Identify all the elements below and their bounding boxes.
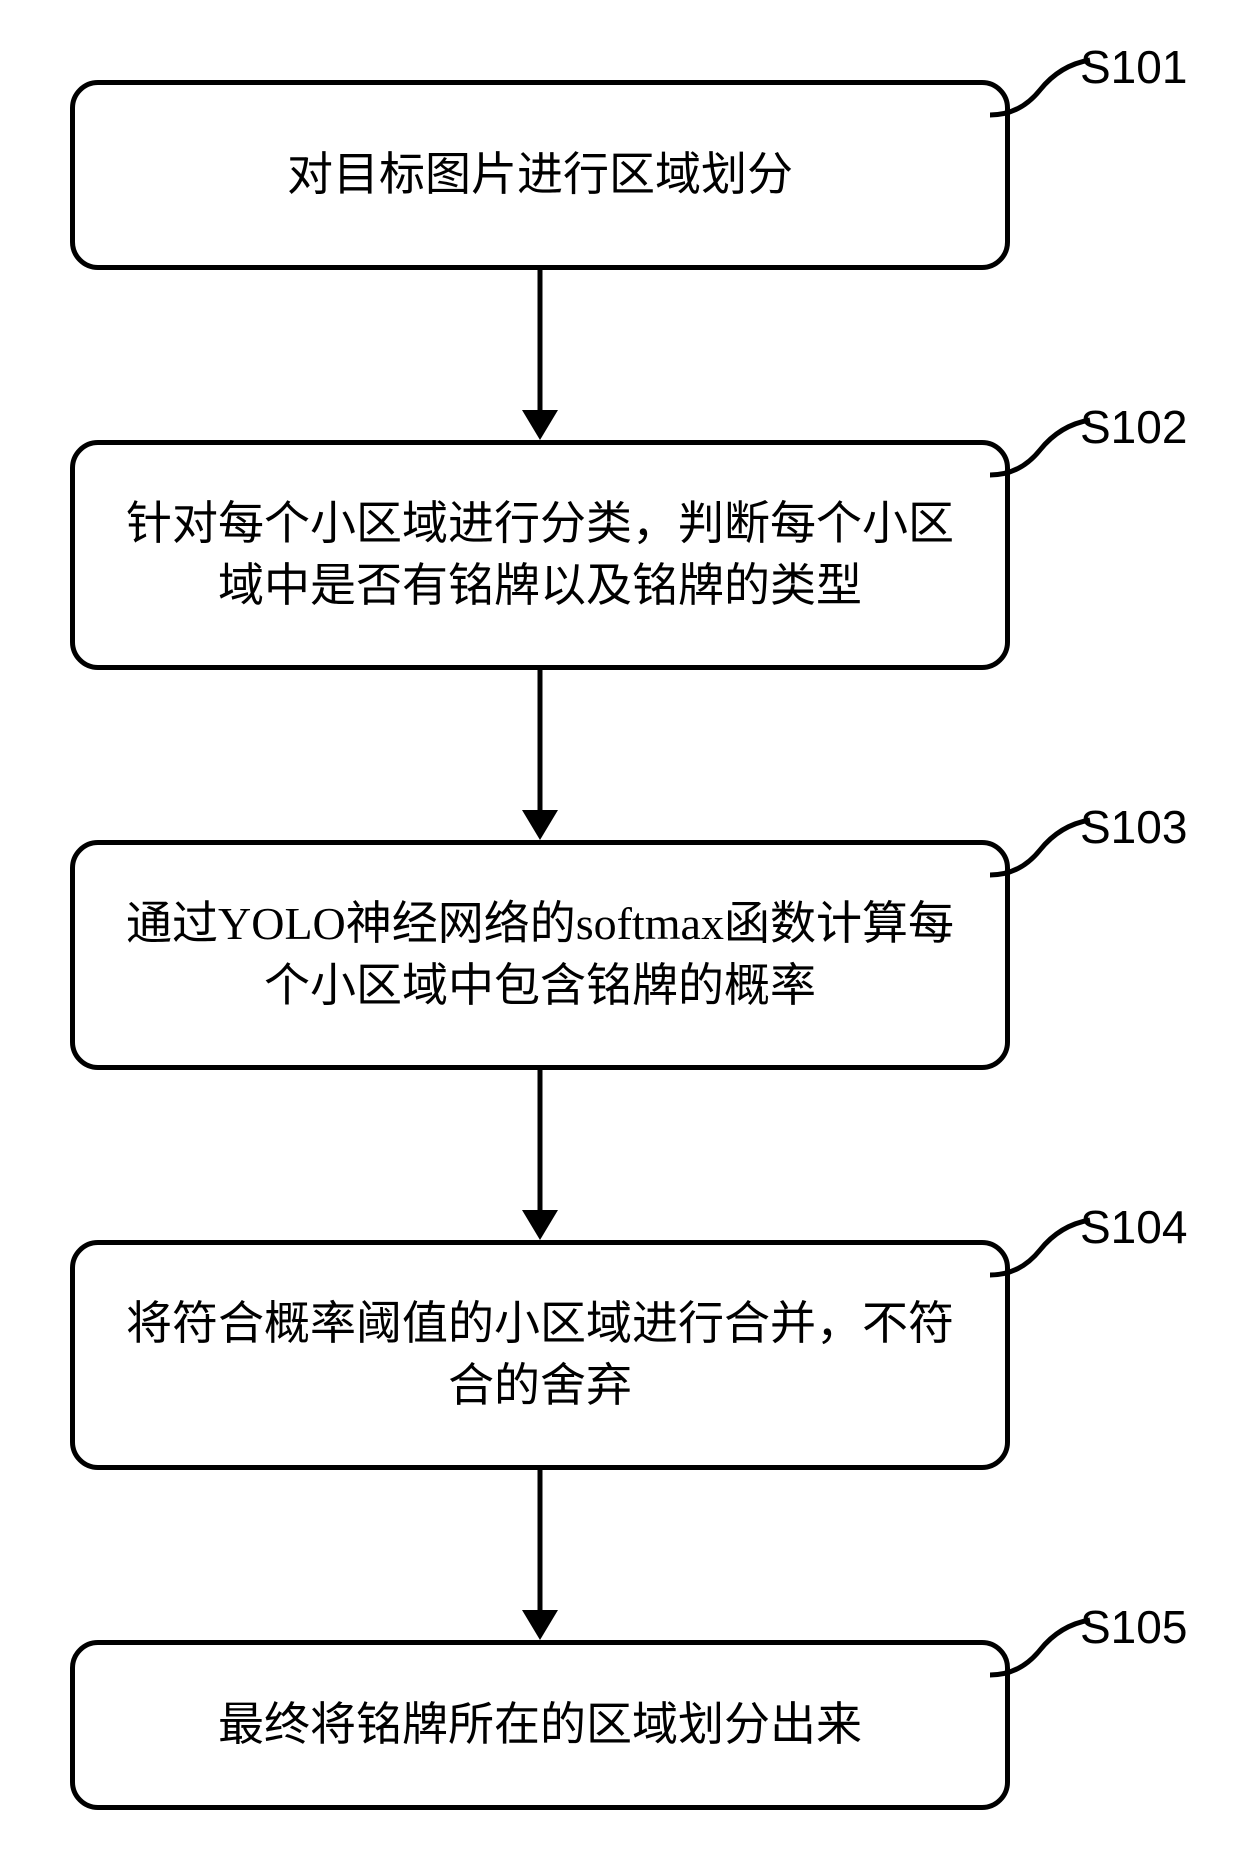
arrow-head-icon [522, 1610, 558, 1640]
step-label-s105: S105 [1080, 1600, 1187, 1654]
flow-node-s103: 通过YOLO神经网络的softmax函数计算每个小区域中包含铭牌的概率 [70, 840, 1010, 1070]
step-label-s102: S102 [1080, 400, 1187, 454]
step-label-s103: S103 [1080, 800, 1187, 854]
arrow [538, 670, 543, 810]
arrow [538, 270, 543, 410]
flow-node-s105: 最终将铭牌所在的区域划分出来 [70, 1640, 1010, 1810]
flow-node-s104: 将符合概率阈值的小区域进行合并，不符合的舍弃 [70, 1240, 1010, 1470]
step-label-s104: S104 [1080, 1200, 1187, 1254]
arrow [538, 1070, 543, 1210]
arrow-head-icon [522, 1210, 558, 1240]
flowchart-canvas: 对目标图片进行区域划分 S101 针对每个小区域进行分类，判断每个小区域中是否有… [0, 0, 1240, 1850]
node-text: 将符合概率阈值的小区域进行合并，不符合的舍弃 [115, 1293, 965, 1417]
flow-node-s101: 对目标图片进行区域划分 [70, 80, 1010, 270]
arrow [538, 1470, 543, 1610]
step-label-s101: S101 [1080, 40, 1187, 94]
node-text: 针对每个小区域进行分类，判断每个小区域中是否有铭牌以及铭牌的类型 [115, 493, 965, 617]
node-text: 最终将铭牌所在的区域划分出来 [218, 1694, 862, 1756]
arrow-head-icon [522, 410, 558, 440]
node-text: 通过YOLO神经网络的softmax函数计算每个小区域中包含铭牌的概率 [115, 893, 965, 1017]
flow-node-s102: 针对每个小区域进行分类，判断每个小区域中是否有铭牌以及铭牌的类型 [70, 440, 1010, 670]
node-text: 对目标图片进行区域划分 [287, 144, 793, 206]
arrow-head-icon [522, 810, 558, 840]
